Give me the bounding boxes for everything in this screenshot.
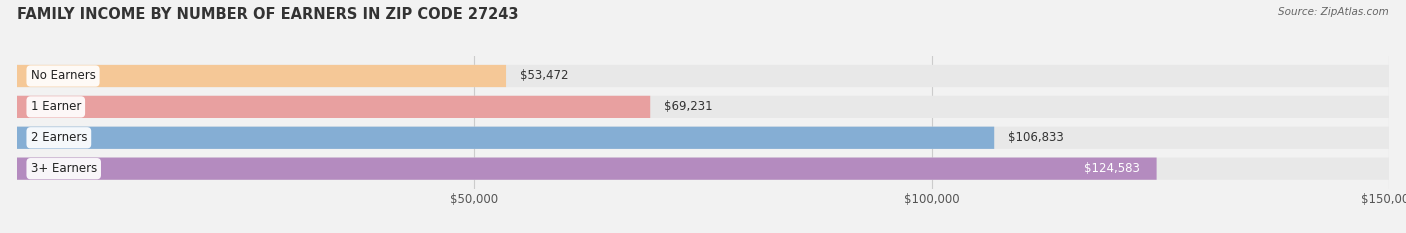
Text: $124,583: $124,583 bbox=[1084, 162, 1140, 175]
Text: $106,833: $106,833 bbox=[1008, 131, 1064, 144]
FancyBboxPatch shape bbox=[17, 96, 650, 118]
Text: 1 Earner: 1 Earner bbox=[31, 100, 82, 113]
FancyBboxPatch shape bbox=[17, 127, 1389, 149]
FancyBboxPatch shape bbox=[17, 127, 994, 149]
Text: 2 Earners: 2 Earners bbox=[31, 131, 87, 144]
FancyBboxPatch shape bbox=[17, 158, 1157, 180]
FancyBboxPatch shape bbox=[17, 65, 506, 87]
Text: $69,231: $69,231 bbox=[664, 100, 713, 113]
Text: No Earners: No Earners bbox=[31, 69, 96, 82]
FancyBboxPatch shape bbox=[17, 65, 1389, 87]
Text: $53,472: $53,472 bbox=[520, 69, 568, 82]
FancyBboxPatch shape bbox=[17, 96, 1389, 118]
Text: Source: ZipAtlas.com: Source: ZipAtlas.com bbox=[1278, 7, 1389, 17]
Text: FAMILY INCOME BY NUMBER OF EARNERS IN ZIP CODE 27243: FAMILY INCOME BY NUMBER OF EARNERS IN ZI… bbox=[17, 7, 519, 22]
Text: 3+ Earners: 3+ Earners bbox=[31, 162, 97, 175]
FancyBboxPatch shape bbox=[17, 158, 1389, 180]
